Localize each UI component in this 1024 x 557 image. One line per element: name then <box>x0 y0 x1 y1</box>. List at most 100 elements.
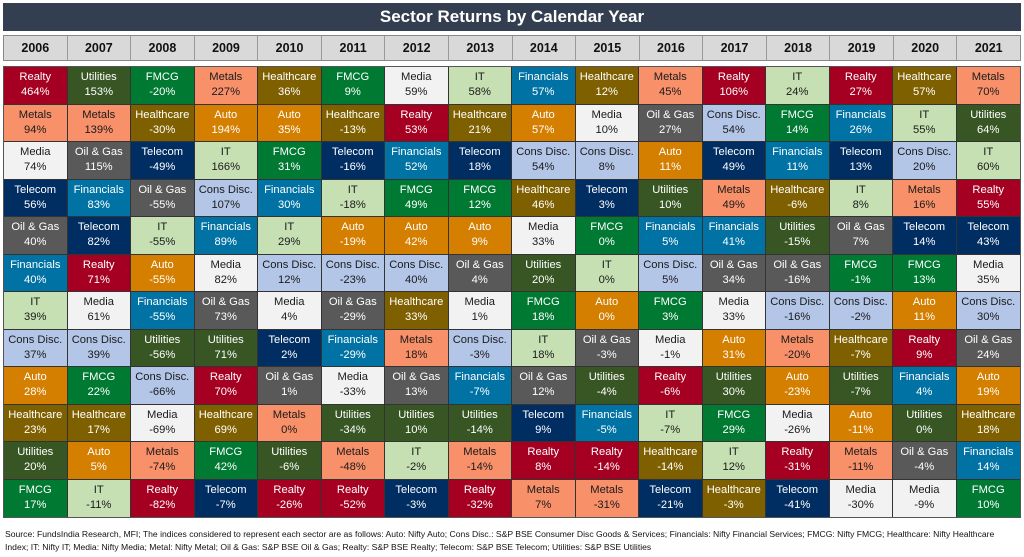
sector-name: Realty <box>463 484 496 497</box>
sector-name: Healthcare <box>833 333 888 346</box>
sector-return: 20% <box>913 161 936 174</box>
sector-return: -20% <box>149 86 176 99</box>
sector-return: 31% <box>278 161 301 174</box>
sector-cell: Utilities -7% <box>829 367 893 405</box>
sector-name: Media <box>210 258 241 271</box>
sector-return: 41% <box>722 236 745 249</box>
sector-cell: IT 12% <box>702 442 766 480</box>
sector-return: 0% <box>598 236 615 249</box>
sector-name: Utilities <box>334 408 371 421</box>
sector-cell: Cons Disc. -2% <box>829 292 893 330</box>
sector-name: Media <box>973 258 1004 271</box>
sector-cell: IT 55% <box>893 104 957 142</box>
sector-name: Auto <box>341 221 365 234</box>
sector-cell: IT -7% <box>639 404 703 442</box>
sector-cell: Realty -32% <box>448 479 512 517</box>
sector-return: 13% <box>849 161 872 174</box>
sector-cell: Telecom 56% <box>4 179 68 217</box>
sector-cell: IT -55% <box>131 217 195 255</box>
sector-return: -18% <box>339 198 366 211</box>
sector-name: Utilities <box>842 371 879 384</box>
sector-return: 13% <box>913 273 936 286</box>
sector-return: 3% <box>598 198 615 211</box>
sector-return: -29% <box>339 311 366 324</box>
sector-name: Healthcare <box>198 408 253 421</box>
sector-cell: Cons Disc. 20% <box>893 142 957 180</box>
sector-name: Healthcare <box>579 71 634 84</box>
sector-cell: Media -69% <box>131 404 195 442</box>
sector-cell: Telecom 9% <box>512 404 576 442</box>
sector-name: Metals <box>272 408 306 421</box>
sector-name: Telecom <box>712 146 755 159</box>
sector-cell: Cons Disc. -66% <box>131 367 195 405</box>
sector-return: 64% <box>977 123 1000 136</box>
sector-cell: Realty -26% <box>258 479 322 517</box>
sector-return: 52% <box>405 161 428 174</box>
sector-name: Media <box>655 333 686 346</box>
sector-name: Metals <box>18 108 52 121</box>
sector-name: Telecom <box>903 221 946 234</box>
sector-name: Auto <box>785 371 809 384</box>
sector-name: FMCG <box>272 146 306 159</box>
sector-cell: Oil & Gas 12% <box>512 367 576 405</box>
sector-name: Metals <box>463 446 497 459</box>
sector-cell: Telecom 18% <box>448 142 512 180</box>
sector-return: 29% <box>722 423 745 436</box>
sector-cell: FMCG 22% <box>67 367 131 405</box>
sector-name: Cons Disc. <box>516 146 571 159</box>
sector-name: Media <box>401 71 432 84</box>
sector-name: Financials <box>518 71 569 84</box>
sector-return: 1% <box>471 311 488 324</box>
sector-name: FMCG <box>717 408 751 421</box>
sector-return: 10% <box>659 198 682 211</box>
sector-cell: Utilities 64% <box>956 104 1020 142</box>
sector-name: Oil & Gas <box>201 296 250 309</box>
sector-cell: Utilities -4% <box>575 367 639 405</box>
sector-name: Oil & Gas <box>519 371 568 384</box>
sector-return: 9% <box>916 348 933 361</box>
sector-return: -21% <box>657 499 684 512</box>
sector-cell: FMCG 31% <box>258 142 322 180</box>
sector-return: 36% <box>278 86 301 99</box>
sector-cell: Realty 8% <box>512 442 576 480</box>
sector-name: IT <box>983 146 994 159</box>
sector-return: 7% <box>535 499 552 512</box>
sector-cell: Utilities 153% <box>67 67 131 105</box>
year-header-2011: 2011 <box>322 36 386 60</box>
sector-name: Utilities <box>588 371 625 384</box>
year-header-2013: 2013 <box>449 36 513 60</box>
sector-cell: Utilities -56% <box>131 329 195 367</box>
sector-return: -2% <box>406 461 427 474</box>
sector-name: Realty <box>781 446 814 459</box>
sector-name: IT <box>284 221 295 234</box>
sector-name: Metals <box>907 183 941 196</box>
year-header-2009: 2009 <box>195 36 259 60</box>
sector-cell: Metals 49% <box>702 179 766 217</box>
sector-return: -20% <box>784 348 811 361</box>
sector-name: IT <box>792 71 803 84</box>
sector-return: 54% <box>722 123 745 136</box>
sector-name: Oil & Gas <box>773 258 822 271</box>
sector-return: 54% <box>532 161 555 174</box>
chart-title: Sector Returns by Calendar Year <box>3 3 1021 31</box>
sector-cell: FMCG 13% <box>893 254 957 292</box>
sector-return: 37% <box>24 348 47 361</box>
sector-name: Auto <box>531 108 555 121</box>
sector-name: Financials <box>963 446 1014 459</box>
sector-return: 30% <box>722 386 745 399</box>
sector-name: Healthcare <box>71 408 126 421</box>
sector-cell: Telecom 82% <box>67 217 131 255</box>
sector-name: Financials <box>200 221 251 234</box>
sector-cell: Utilities -6% <box>258 442 322 480</box>
sector-name: Media <box>83 296 114 309</box>
sector-return: 35% <box>977 273 1000 286</box>
sector-return: -69% <box>149 423 176 436</box>
sector-name: Financials <box>708 221 759 234</box>
sector-cell: Cons Disc. 40% <box>385 254 449 292</box>
sector-return: 12% <box>468 198 491 211</box>
sector-cell: Oil & Gas 115% <box>67 142 131 180</box>
sector-return: -23% <box>339 273 366 286</box>
sector-return: 73% <box>214 311 237 324</box>
sector-return: 8% <box>535 461 552 474</box>
sector-cell: Auto 11% <box>893 292 957 330</box>
